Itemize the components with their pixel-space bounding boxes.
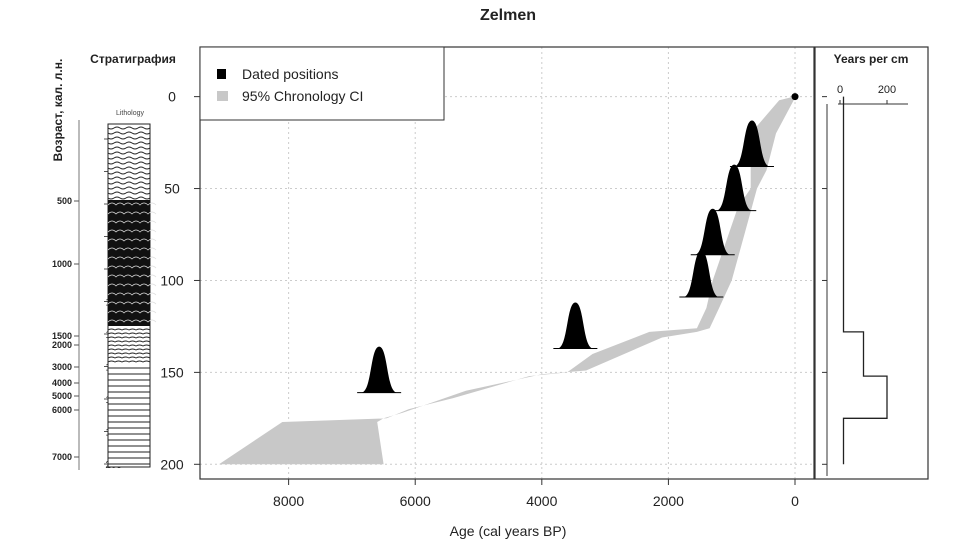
lithology-wavy-line	[107, 196, 151, 200]
age-tick-label: 5000	[52, 391, 72, 401]
dated-positions	[357, 93, 799, 394]
lithology-wavy-line	[107, 131, 151, 135]
lithology-wavy-line	[107, 146, 151, 150]
lithology-pattern-line	[107, 211, 157, 215]
lithology-pattern-line	[107, 274, 157, 278]
accumulation-frame	[814, 46, 929, 480]
main-plot: 8000 6000 4000 2000 0 0 50 100 150 200 Age (cal …	[160, 46, 815, 539]
x-axis-ticks: 8000 6000 4000 2000 0	[273, 479, 799, 509]
lithology-wavy-line	[107, 328, 151, 331]
lithology-wavy-line	[107, 344, 151, 347]
lithology-label: Lithology	[116, 110, 145, 117]
lithology-wavy-line	[107, 356, 151, 359]
lithology-wavy-line	[107, 186, 151, 190]
dated-point-3	[694, 208, 731, 255]
x-tick-label: 2000	[653, 493, 684, 509]
y-tick-label: 150	[160, 364, 184, 380]
stratigraphy-header: Стратиграфия	[90, 52, 176, 66]
dated-point-4	[683, 251, 720, 298]
grid-lines	[200, 47, 814, 479]
y-tick-label: 100	[160, 272, 184, 288]
lithology-wavy-line	[107, 181, 151, 185]
y-tick-label: 200	[160, 456, 184, 472]
y-tick-label: 0	[168, 89, 176, 105]
dated-point-0	[791, 93, 799, 101]
dated-point-5	[557, 302, 594, 349]
y-axis-ticks: 0 50 100 150 200	[160, 89, 200, 472]
age-tick-label: 500	[57, 196, 72, 206]
age-tick-label: 1500	[52, 331, 72, 341]
lithology-pattern-line	[107, 238, 157, 242]
lithology-wavy-line	[107, 336, 151, 339]
lithology-wavy-line	[107, 171, 151, 175]
age-tick-label: 3000	[52, 362, 72, 372]
lithology-wavy-line	[107, 136, 151, 140]
age-axis-label: Возраст, кал. л.н.	[51, 59, 65, 162]
y-tick-label: 50	[164, 181, 180, 197]
lithology-wavy-line	[107, 340, 151, 343]
legend-box	[199, 46, 445, 121]
age-tick-label: 2000	[52, 340, 72, 350]
accumulation-title: Years per cm	[834, 52, 909, 66]
accumulation-depth-ticks	[822, 96, 827, 465]
age-tick-label: 1000	[52, 259, 72, 269]
accumulation-step-line	[842, 96, 888, 465]
lithology-pattern-line	[107, 283, 157, 287]
lithology-column	[107, 123, 157, 468]
lithology-wavy-line	[107, 151, 151, 155]
legend-label-dated: Dated positions	[242, 66, 339, 82]
ci-band	[219, 96, 795, 465]
age-tick-label: 4000	[52, 378, 72, 388]
lithology-pattern-line	[107, 220, 157, 224]
lithology-pattern-line	[107, 247, 157, 251]
lithology-wavy-line	[107, 191, 151, 195]
lithology-dark-unit	[108, 200, 150, 326]
lithology-pattern-line	[107, 256, 157, 260]
dated-point-2	[716, 164, 753, 211]
lithology-wavy-line	[107, 156, 151, 160]
chart-title: Zelmen	[480, 7, 536, 24]
lithology-wavy-line	[107, 360, 151, 363]
lithology-pattern-line	[107, 202, 157, 206]
lithology-wavy-line	[107, 161, 151, 165]
stratigraphy-panel: Стратиграфия Возраст, кал. л.н. Litholog…	[51, 52, 176, 471]
lithology-pattern-line	[107, 229, 157, 233]
legend-swatch-dated	[217, 69, 226, 79]
age-tick-label: 7000	[52, 452, 72, 462]
dated-point-1	[733, 120, 770, 167]
legend-label-ci: 95% Chronology CI	[242, 88, 363, 104]
lithology-wavy-line	[107, 126, 151, 130]
lithology-pattern-line	[107, 310, 157, 314]
x-tick-label: 4000	[526, 493, 557, 509]
legend: Dated positions 95% Chronology CI	[199, 46, 445, 121]
x-tick-label: 8000	[273, 493, 304, 509]
accumulation-tick-label-200: 200	[878, 84, 896, 96]
accumulation-tick-label-0: 0	[837, 84, 843, 96]
lithology-wavy-line	[107, 348, 151, 351]
age-tick-label: 6000	[52, 405, 72, 415]
x-axis-label: Age (cal years BP)	[450, 523, 567, 539]
plot-frame	[199, 46, 815, 480]
lithology-wavy-line	[107, 141, 151, 145]
lithology-pattern-line	[107, 265, 157, 269]
x-tick-label: 6000	[400, 493, 431, 509]
legend-swatch-ci	[217, 91, 228, 101]
lithology-wavy-line	[107, 352, 151, 355]
lithology-pattern-line	[107, 292, 157, 296]
lithology-pattern-line	[107, 301, 157, 305]
lithology-wavy-line	[107, 176, 151, 180]
lithology-pattern-line	[107, 319, 157, 323]
lithology-wavy-line	[107, 332, 151, 335]
accumulation-panel: Years per cm 0 200	[814, 46, 929, 480]
lithology-wavy-line	[107, 166, 151, 170]
dated-point-6	[361, 346, 398, 393]
x-tick-label: 0	[791, 493, 799, 509]
